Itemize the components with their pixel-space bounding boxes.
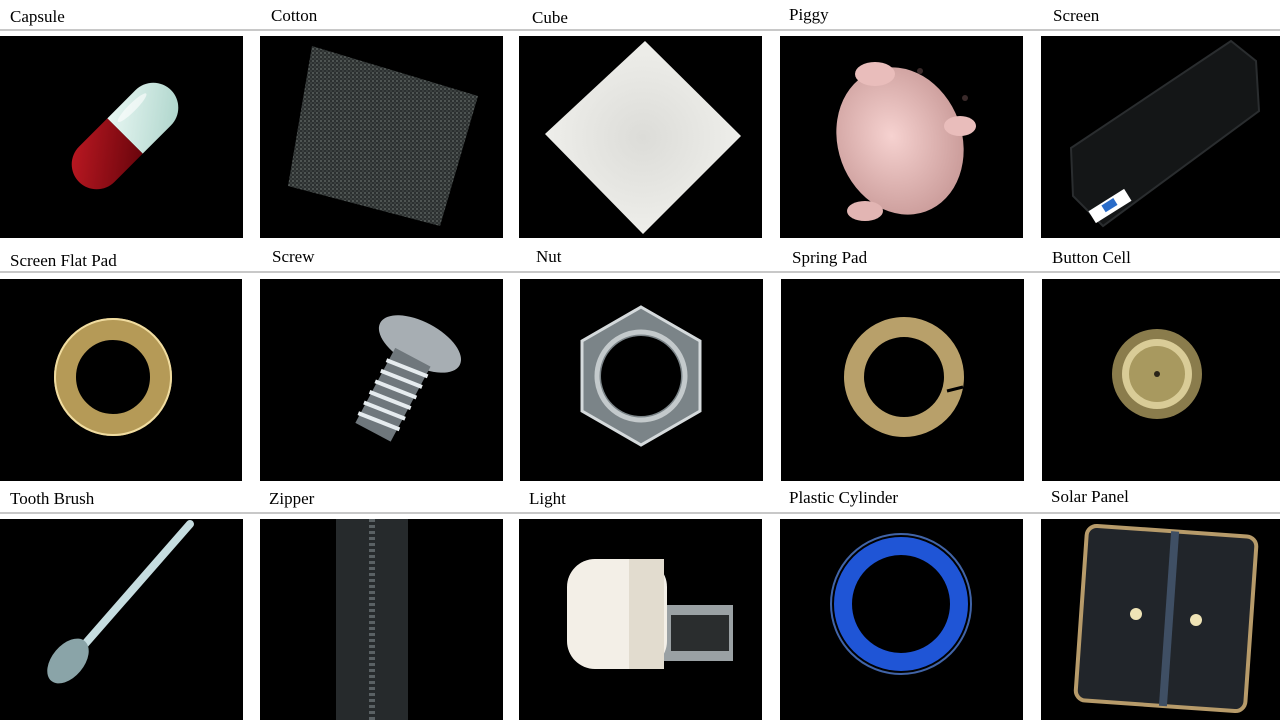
label-cube: Cube (532, 8, 568, 27)
label-solar-panel: Solar Panel (1051, 487, 1129, 506)
image-screen (1041, 36, 1280, 238)
image-zipper (260, 519, 503, 720)
image-capsule (0, 36, 243, 238)
image-button-cell (1042, 279, 1280, 481)
image-solar-panel (1041, 519, 1280, 720)
label-tooth-brush: Tooth Brush (10, 489, 95, 508)
label-plastic-cylinder: Plastic Cylinder (789, 488, 899, 507)
label-capsule: Capsule (10, 7, 65, 26)
image-spring-washer (781, 279, 1024, 481)
image-cotton (260, 36, 503, 238)
image-hex-nut (520, 279, 763, 481)
row-divider (0, 271, 1280, 273)
image-blue-ring (780, 519, 1023, 720)
label-screen: Screen (1053, 6, 1100, 25)
image-row-3: Tooth Brush Zipper Light Plastic Cylinde… (0, 483, 1280, 723)
label-light: Light (529, 489, 566, 508)
image-cube (519, 36, 762, 238)
image-screw (260, 279, 503, 481)
label-zipper: Zipper (269, 489, 315, 508)
label-piggy: Piggy (789, 5, 829, 24)
row-divider (0, 512, 1280, 514)
label-cotton: Cotton (271, 6, 318, 25)
label-screen-flat-pad: Screen Flat Pad (10, 251, 117, 270)
label-screw: Screw (272, 247, 315, 266)
label-spring-pad: Spring Pad (792, 248, 868, 267)
image-flat-washer (0, 279, 242, 481)
image-row-1: Capsule Cotton Cube Piggy Screen (0, 0, 1280, 240)
image-toothbrush (0, 519, 243, 720)
image-row-2: Screen Flat Pad Screw Nut Spring Pad But… (0, 243, 1280, 483)
image-usb-light (519, 519, 762, 720)
label-nut: Nut (536, 247, 562, 266)
image-piggy (780, 36, 1023, 238)
row-divider (0, 29, 1280, 31)
label-button-cell: Button Cell (1052, 248, 1131, 267)
